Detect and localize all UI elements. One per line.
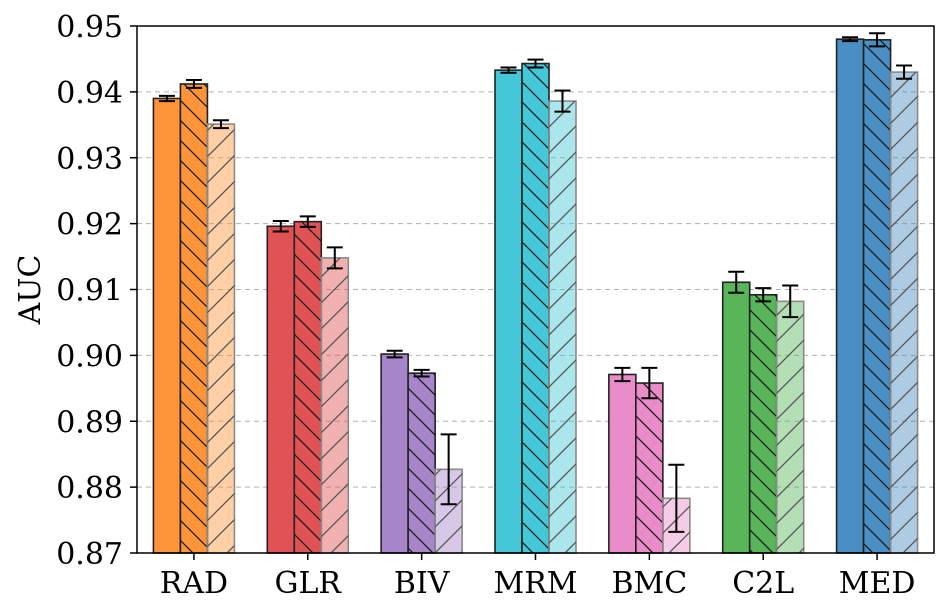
y-tick-label: 0.94	[56, 76, 123, 111]
bar-biv-series-1	[380, 353, 409, 554]
error-bar-rad-series-2	[185, 79, 202, 89]
error-bar-c2l-series-1	[728, 270, 745, 294]
error-bar-bmc-series-2	[641, 366, 658, 400]
x-tick-label-mrm: MRM	[493, 566, 577, 601]
bar-mrm-series-3-hatch	[549, 101, 576, 553]
bar-rad-series-1	[152, 97, 182, 554]
error-bar-mrm-series-3	[554, 89, 571, 113]
error-bar-biv-series-2	[413, 368, 430, 378]
y-tick-label: 0.92	[56, 208, 123, 243]
y-tick-label: 0.88	[56, 471, 123, 506]
bar-biv-series-2-hatch	[408, 373, 436, 553]
y-tick-label: 0.90	[56, 339, 123, 374]
error-bar-mrm-series-1	[500, 66, 517, 74]
error-bar-med-series-2	[869, 32, 886, 48]
error-bar-glr-series-2	[299, 215, 316, 228]
x-tick-label-glr: GLR	[275, 566, 343, 601]
y-tick-label: 0.91	[56, 274, 123, 309]
error-bar-glr-series-3	[326, 246, 343, 270]
x-tick-label-c2l: C2L	[732, 566, 794, 601]
bar-glr-series-2-hatch	[294, 221, 322, 553]
bar-rad-series-2-hatch	[180, 83, 208, 553]
bar-glr-series-1	[266, 225, 296, 554]
x-tick-label-med: MED	[839, 566, 916, 601]
bar-c2l-series-2-hatch	[749, 294, 777, 553]
error-bar-med-series-3	[896, 64, 913, 80]
error-bar-mrm-series-2	[527, 58, 544, 69]
y-axis: 0.87 0.88 0.89 0.90 0.91 0.92 0.93 0.94 0.95	[56, 10, 137, 572]
y-tick-label: 0.95	[56, 10, 123, 45]
y-axis-label: AUC	[13, 255, 48, 326]
error-bar-rad-series-1	[158, 94, 175, 103]
bar-bmc-series-1	[608, 373, 637, 554]
error-bar-c2l-series-3	[782, 284, 799, 319]
error-bar-c2l-series-2	[755, 287, 772, 303]
bar-mrm-series-2-hatch	[522, 63, 549, 554]
bar-c2l-series-3-hatch	[776, 301, 804, 553]
error-bar-bmc-series-3	[668, 463, 685, 533]
bar-med-series-1	[835, 38, 865, 554]
x-tick-label-rad: RAD	[160, 566, 228, 601]
bar-med-series-2-hatch	[863, 39, 891, 554]
error-bar-biv-series-1	[386, 349, 403, 359]
bar-mrm-series-1	[494, 69, 523, 554]
error-bar-glr-series-1	[272, 219, 289, 233]
error-bar-med-series-1	[842, 36, 859, 43]
bars	[152, 38, 919, 554]
bar-med-series-3-hatch	[890, 72, 918, 554]
error-bar-rad-series-3	[212, 119, 229, 130]
y-tick-label: 0.89	[56, 405, 123, 440]
x-tick-label-biv: BIV	[394, 566, 451, 601]
y-tick-label: 0.93	[56, 142, 123, 177]
bar-bmc-series-2-hatch	[635, 383, 663, 553]
bar-rad-series-3-hatch	[207, 124, 235, 553]
x-tick-label-bmc: BMC	[611, 566, 687, 601]
error-bar-biv-series-3	[440, 433, 457, 506]
bar-c2l-series-1	[721, 281, 751, 554]
x-axis: RAD GLR BIV MRM BMC C2L MED	[160, 553, 916, 601]
error-bars	[158, 32, 913, 533]
bar-glr-series-3-hatch	[321, 257, 349, 553]
y-tick-label: 0.87	[56, 537, 123, 572]
error-bar-bmc-series-1	[614, 366, 631, 383]
